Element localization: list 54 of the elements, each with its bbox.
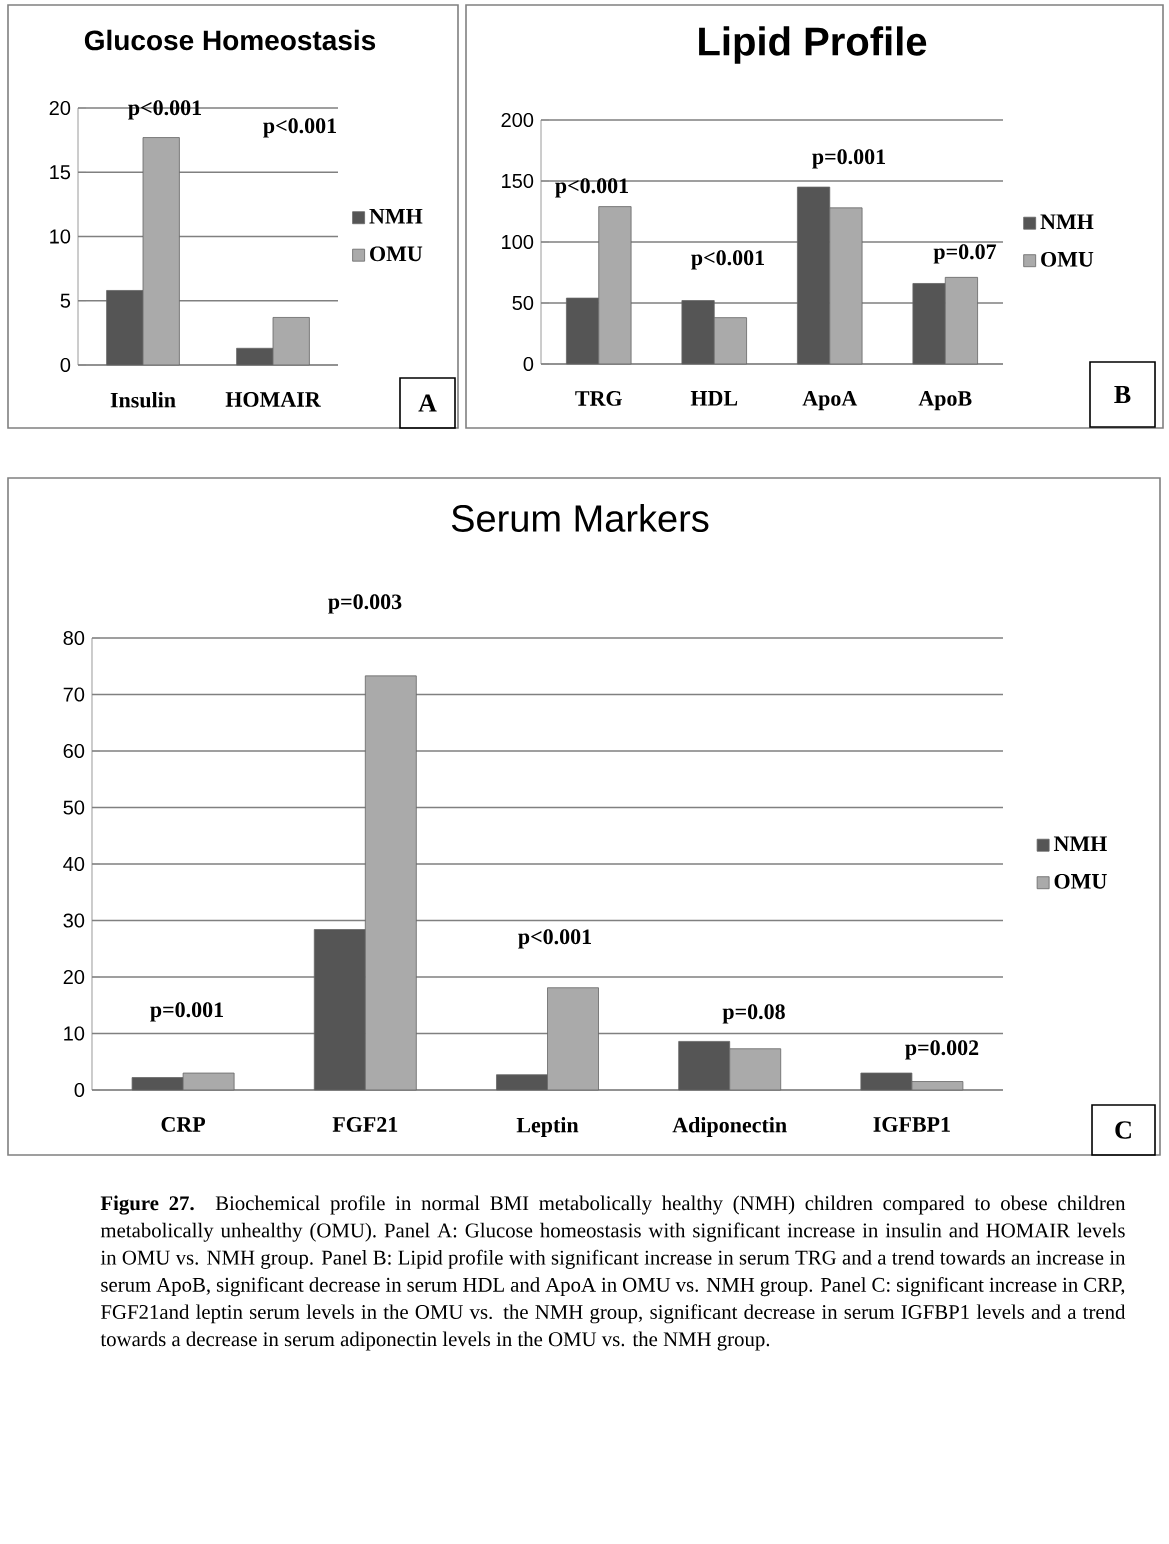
y-tick-label: 0 xyxy=(60,357,71,373)
annotation: p=0.07 xyxy=(933,244,997,264)
annotation: p<0.001 xyxy=(128,100,201,120)
y-tick-label: 10 xyxy=(50,229,71,244)
text: A xyxy=(418,394,437,412)
text: B xyxy=(1114,385,1131,404)
y-tick-label: 10 xyxy=(64,1026,85,1041)
x-tick-label: Leptin xyxy=(516,1117,579,1138)
y-tick-label: 60 xyxy=(63,743,85,759)
chart-title: Serum Markers xyxy=(451,504,709,532)
y-tick-label: 100 xyxy=(502,234,534,250)
annotation: p=0.002 xyxy=(905,1040,979,1060)
y-tick-label: 5 xyxy=(60,293,71,308)
text: C xyxy=(1115,1121,1131,1139)
x-tick-label: HDL xyxy=(690,391,738,406)
annotation: p<0.001 xyxy=(263,118,336,138)
y-tick-label: 20 xyxy=(49,100,71,116)
x-tick-label: Insulin xyxy=(110,392,176,408)
x-tick-label: TRG xyxy=(575,391,622,406)
text: p=0.003 xyxy=(328,594,402,614)
chart-title: Glucose Homeostasis xyxy=(84,29,376,51)
y-tick-label: 80 xyxy=(63,630,85,646)
annotation: p=0.08 xyxy=(722,1004,785,1024)
y-tick-label: 0 xyxy=(74,1082,85,1098)
x-tick-label: ApoB xyxy=(918,391,972,411)
y-tick-label: 70 xyxy=(63,687,85,702)
legend-label: OMU xyxy=(1054,873,1107,889)
annotation: p<0.001 xyxy=(555,178,628,198)
y-tick-label: 30 xyxy=(63,913,85,928)
y-tick-label: 50 xyxy=(63,800,85,815)
x-tick-label: FGF21 xyxy=(332,1117,398,1132)
annotation: p<0.001 xyxy=(518,929,591,949)
y-tick-label: 20 xyxy=(63,969,85,985)
annotation: p=0.001 xyxy=(150,1002,223,1022)
legend-label: OMU xyxy=(370,246,423,262)
text: Figure 27. Biochemical profile in normal BMI metabolically healthy (NMH) children compared to obese children metabolically unhealthy (OMU). Panel A: Glucose homeostasis with significant increase in insulin and HOMAIR levels in OMU vs. NMH group. Panel B: Lipid profile with significant increase in serum TRG and a trend towards an increase in serum ApoB, significant decrease in serum HDL and ApoA in OMU vs. NMH group. Panel C: significant increase in CRP, FGF21and leptin serum levels in the OMU vs. the NMH group, significant decrease in serum IGFBP1 levels and a trend towards a decrease in serum adiponectin levels in the OMU vs. the NMH group. xyxy=(100,1195,1126,1351)
chart-title: Lipid Profile xyxy=(699,26,927,64)
legend-label: OMU xyxy=(1041,251,1094,267)
x-tick-label: IGFBP1 xyxy=(873,1117,950,1132)
y-tick-label: 0 xyxy=(523,356,534,372)
x-tick-label: HOMAIR xyxy=(225,392,321,407)
x-tick-label: ApoA xyxy=(802,391,858,411)
x-tick-label: Adiponectin xyxy=(672,1117,787,1138)
y-tick-label: 15 xyxy=(50,165,71,180)
annotation: p<0.001 xyxy=(691,250,764,270)
y-tick-label: 40 xyxy=(63,856,85,872)
legend-label: NMH xyxy=(1053,836,1107,851)
x-tick-label: CRP xyxy=(161,1117,206,1132)
y-tick-label: 150 xyxy=(502,173,534,189)
annotation: p=0.001 xyxy=(812,149,885,169)
y-tick-label: 200 xyxy=(501,112,534,128)
legend-label: NMH xyxy=(1040,214,1094,229)
legend-label: NMH xyxy=(369,209,423,224)
y-tick-label: 50 xyxy=(512,295,534,311)
